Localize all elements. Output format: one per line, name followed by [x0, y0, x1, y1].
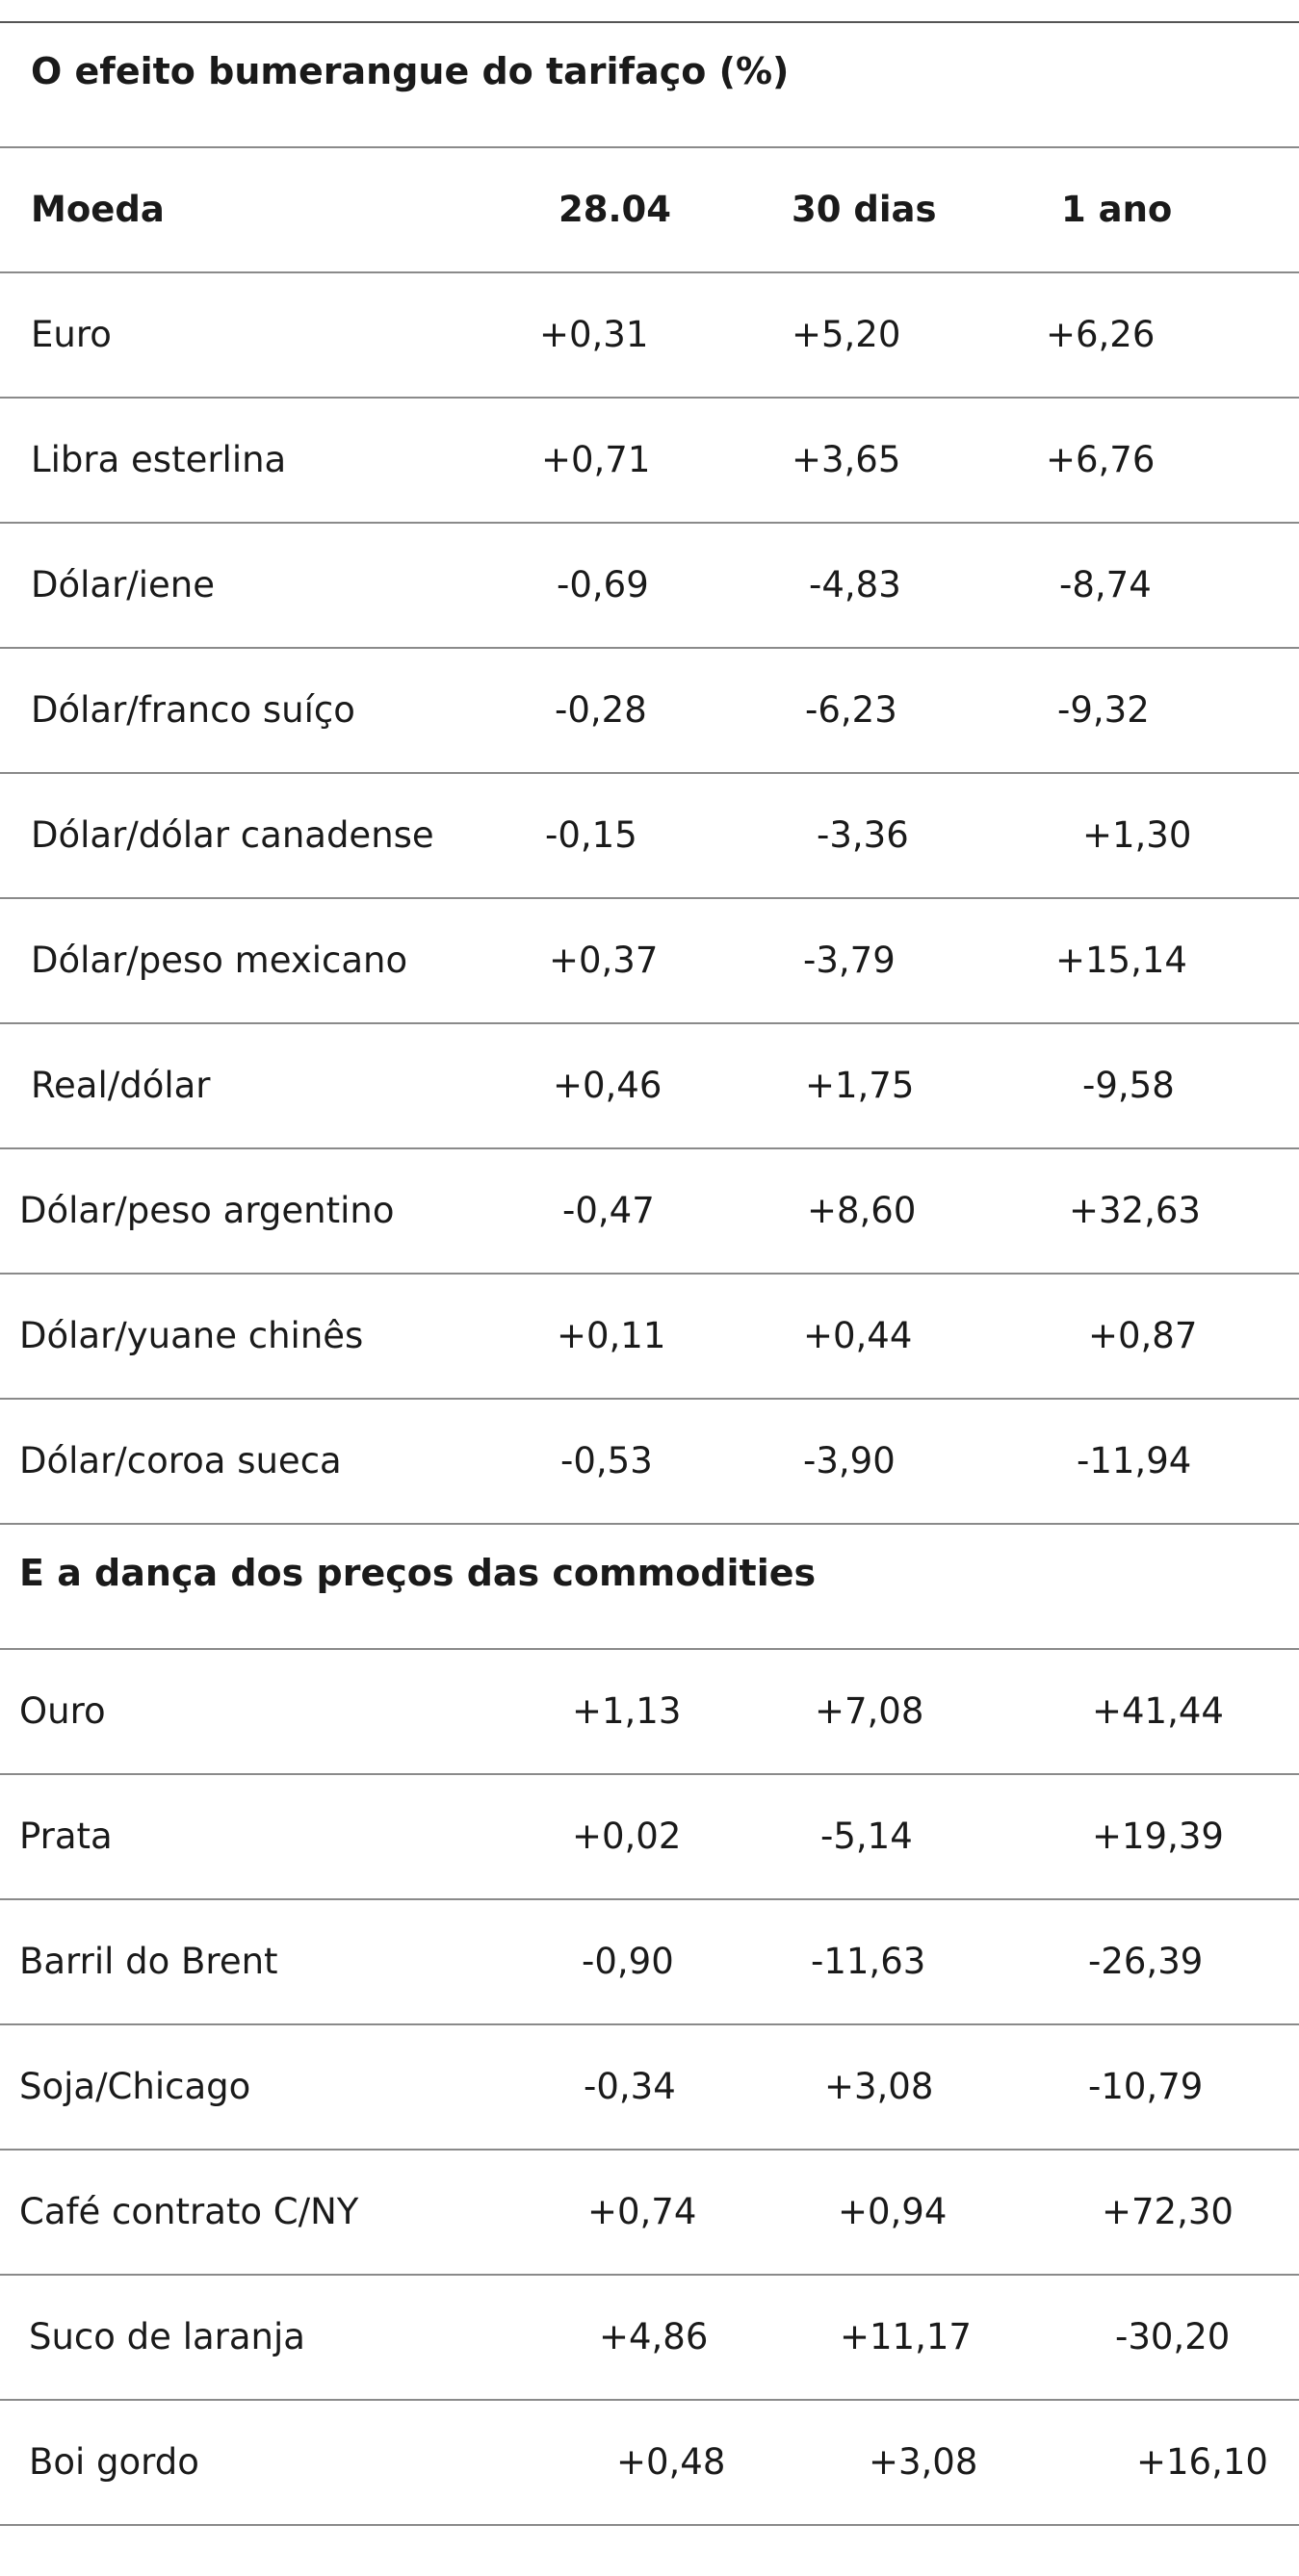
- value-1-ano: +72,30: [1102, 2191, 1234, 2232]
- value-1-ano: +15,14: [1055, 940, 1187, 981]
- value-28-04: -0,15: [545, 814, 637, 856]
- value-30-dias: -3,36: [817, 814, 909, 856]
- row-label: Dólar/coroa sueca: [19, 1440, 342, 1481]
- value-28-04: +1,13: [572, 1690, 682, 1732]
- table-row: Dólar/franco suíço -0,28 -6,23 -9,32: [0, 649, 1299, 774]
- table-row: Dólar/dólar canadense -0,15 -3,36 +1,30: [0, 774, 1299, 899]
- row-label: Dólar/peso mexicano: [31, 940, 408, 981]
- header-1-ano: 1 ano: [1061, 189, 1173, 230]
- value-1-ano: -30,20: [1115, 2316, 1231, 2357]
- value-1-ano: +19,39: [1092, 1816, 1224, 1857]
- header-30-dias: 30 dias: [792, 189, 937, 230]
- table-row: Dólar/peso mexicano +0,37 -3,79 +15,14: [0, 899, 1299, 1024]
- value-28-04: -0,69: [557, 564, 649, 605]
- table-row: Suco de laranja +4,86 +11,17 -30,20: [0, 2276, 1299, 2401]
- value-30-dias: +8,60: [807, 1190, 917, 1231]
- value-28-04: -0,28: [555, 689, 647, 731]
- value-28-04: -0,53: [560, 1440, 653, 1481]
- table-row: Dólar/yuane chinês +0,11 +0,44 +0,87: [0, 1275, 1299, 1400]
- table-title: O efeito bumerangue do tarifaço (%): [31, 50, 790, 92]
- value-30-dias: -3,79: [803, 940, 896, 981]
- table-row: Ouro +1,13 +7,08 +41,44: [0, 1650, 1299, 1775]
- table-row: Barril do Brent -0,90 -11,63 -26,39: [0, 1900, 1299, 2025]
- value-28-04: +0,48: [616, 2441, 726, 2483]
- value-28-04: +0,02: [572, 1816, 682, 1857]
- value-30-dias: +5,20: [792, 314, 901, 355]
- value-28-04: +0,71: [541, 439, 651, 480]
- value-30-dias: +11,17: [840, 2316, 972, 2357]
- value-30-dias: +7,08: [815, 1690, 924, 1732]
- value-28-04: -0,47: [562, 1190, 655, 1231]
- table-row: Soja/Chicago -0,34 +3,08 -10,79: [0, 2025, 1299, 2151]
- value-1-ano: -26,39: [1088, 1941, 1204, 1982]
- row-label: Dólar/peso argentino: [19, 1190, 395, 1231]
- value-30-dias: -5,14: [820, 1816, 913, 1857]
- row-label: Euro: [31, 314, 112, 355]
- table-row: Real/dólar +0,46 +1,75 -9,58: [0, 1024, 1299, 1149]
- value-30-dias: -4,83: [809, 564, 901, 605]
- row-label: Café contrato C/NY: [19, 2191, 359, 2232]
- row-label: Libra esterlina: [31, 439, 287, 480]
- row-label: Dólar/iene: [31, 564, 216, 605]
- table-row: Dólar/coroa sueca -0,53 -3,90 -11,94: [0, 1400, 1299, 1525]
- value-30-dias: +3,08: [824, 2066, 934, 2107]
- table-top-border: [0, 21, 1299, 23]
- table-row: Dólar/iene -0,69 -4,83 -8,74: [0, 524, 1299, 649]
- value-1-ano: +0,87: [1088, 1315, 1198, 1356]
- row-label: Prata: [19, 1816, 113, 1857]
- value-28-04: +4,86: [599, 2316, 709, 2357]
- value-30-dias: -6,23: [805, 689, 897, 731]
- value-28-04: +0,31: [539, 314, 649, 355]
- table-row: Café contrato C/NY +0,74 +0,94 +72,30: [0, 2151, 1299, 2276]
- value-1-ano: -8,74: [1059, 564, 1152, 605]
- header-28-04: 28.04: [559, 189, 672, 230]
- row-label: Dólar/franco suíço: [31, 689, 355, 731]
- value-1-ano: +1,30: [1082, 814, 1192, 856]
- row-label: Real/dólar: [31, 1065, 211, 1106]
- header-row: Moeda 28.04 30 dias 1 ano: [0, 148, 1299, 273]
- table-row: Euro +0,31 +5,20 +6,26: [0, 273, 1299, 399]
- value-28-04: +0,11: [557, 1315, 666, 1356]
- value-1-ano: -9,58: [1082, 1065, 1175, 1106]
- value-30-dias: +3,08: [869, 2441, 978, 2483]
- value-1-ano: +6,76: [1046, 439, 1156, 480]
- title-row: O efeito bumerangue do tarifaço (%): [0, 23, 1299, 148]
- table-row: Libra esterlina +0,71 +3,65 +6,76: [0, 399, 1299, 524]
- value-30-dias: +1,75: [805, 1065, 915, 1106]
- row-label: Ouro: [19, 1690, 106, 1732]
- value-1-ano: +6,26: [1046, 314, 1156, 355]
- value-28-04: +0,74: [587, 2191, 697, 2232]
- value-1-ano: -10,79: [1088, 2066, 1204, 2107]
- value-1-ano: -11,94: [1077, 1440, 1192, 1481]
- value-1-ano: -9,32: [1057, 689, 1150, 731]
- table-row: Boi gordo +0,48 +3,08 +16,10: [0, 2401, 1299, 2526]
- section-title-row: E a dança dos preços das commodities: [0, 1525, 1299, 1650]
- commodities-title: E a dança dos preços das commodities: [19, 1552, 817, 1594]
- row-label: Soja/Chicago: [19, 2066, 251, 2107]
- row-label: Dólar/yuane chinês: [19, 1315, 364, 1356]
- value-1-ano: +16,10: [1136, 2441, 1268, 2483]
- value-1-ano: +32,63: [1069, 1190, 1201, 1231]
- value-30-dias: -3,90: [803, 1440, 896, 1481]
- value-30-dias: +3,65: [792, 439, 901, 480]
- row-label: Dólar/dólar canadense: [31, 814, 434, 856]
- value-28-04: -0,34: [584, 2066, 676, 2107]
- row-label: Barril do Brent: [19, 1941, 278, 1982]
- value-30-dias: +0,94: [838, 2191, 948, 2232]
- header-moeda: Moeda: [31, 189, 165, 230]
- table-row: Prata +0,02 -5,14 +19,39: [0, 1775, 1299, 1900]
- value-1-ano: +41,44: [1092, 1690, 1224, 1732]
- table-row: Dólar/peso argentino -0,47 +8,60 +32,63: [0, 1149, 1299, 1275]
- value-30-dias: +0,44: [803, 1315, 913, 1356]
- value-30-dias: -11,63: [811, 1941, 926, 1982]
- value-28-04: -0,90: [582, 1941, 674, 1982]
- value-28-04: +0,46: [553, 1065, 662, 1106]
- value-28-04: +0,37: [549, 940, 659, 981]
- row-label: Boi gordo: [29, 2441, 199, 2483]
- row-label: Suco de laranja: [29, 2316, 305, 2357]
